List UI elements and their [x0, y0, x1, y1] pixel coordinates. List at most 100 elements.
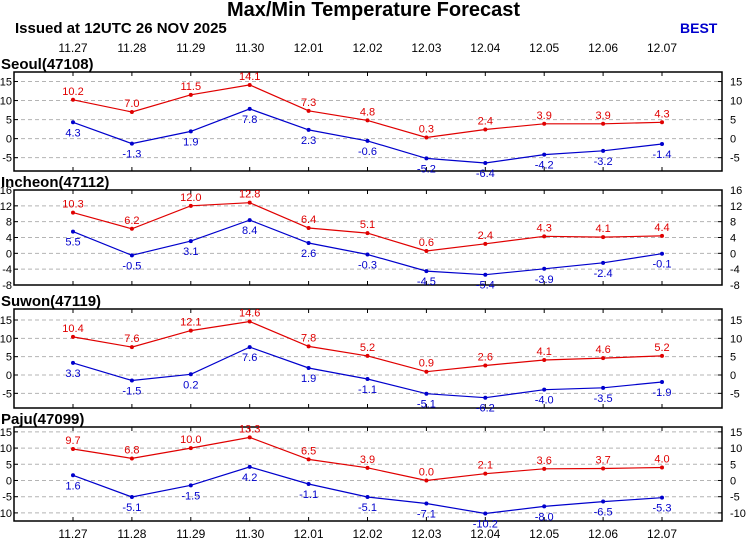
max-temp-label: 2.4: [478, 115, 493, 127]
y-tick-label-right: 4: [730, 233, 736, 245]
date-label-bottom: 12.02: [352, 527, 382, 540]
y-tick-label-right: 5: [730, 115, 736, 127]
max-temp-point: [306, 226, 311, 230]
min-temp-label: -1.1: [358, 384, 377, 396]
y-tick-label-left: -8: [2, 280, 12, 292]
max-temp-point: [247, 82, 252, 87]
y-tick-label-left: 15: [0, 315, 12, 327]
y-tick-label-left: 5: [6, 352, 12, 364]
y-tick-label-left: 0: [6, 370, 12, 382]
min-temp-label: -6.4: [476, 168, 495, 180]
chart-title: Max/Min Temperature Forecast: [226, 0, 521, 21]
max-temp-point: [542, 357, 547, 362]
y-tick-label-right: 12: [730, 201, 742, 213]
y-tick-label-left: -5: [2, 388, 12, 400]
date-label-top: 11.28: [117, 41, 146, 55]
max-temp-point: [542, 121, 547, 126]
max-temp-label: 10.2: [62, 86, 83, 98]
min-temp-label: 5.5: [65, 237, 80, 249]
min-temp-label: 3.3: [65, 368, 80, 380]
max-temp-label: 5.1: [360, 219, 375, 231]
max-temp-label: 0.9: [419, 358, 434, 370]
max-temp-point: [71, 97, 75, 102]
min-temp-label: -5.3: [653, 503, 672, 515]
max-temp-label: 0.3: [419, 123, 434, 135]
y-tick-label-left: 0: [6, 475, 12, 487]
max-temp-point: [129, 226, 134, 231]
max-temp-point: [129, 456, 134, 461]
panel-frame: [13, 308, 723, 409]
issued-timestamp: Issued at 12UTC 26 NOV 2025: [15, 20, 227, 37]
y-tick-label-right: 8: [730, 217, 736, 229]
max-temp-label: 4.0: [654, 454, 669, 466]
min-temp-point: [188, 372, 193, 377]
min-temp-point: [660, 141, 664, 146]
min-temp-label: -3.9: [535, 274, 554, 286]
max-temp-point: [660, 465, 664, 470]
min-temp-point: [601, 499, 606, 504]
min-temp-label: -5.4: [476, 280, 495, 292]
date-label-bottom: 12.03: [411, 527, 441, 540]
min-temp-point: [483, 511, 488, 516]
date-label-top: 12.06: [588, 41, 618, 55]
max-temp-point: [247, 200, 252, 205]
station-label: Incheon(47112): [1, 174, 109, 191]
max-temp-label: 13.3: [239, 423, 260, 435]
min-temp-point: [365, 377, 370, 382]
max-temp-label: 3.9: [360, 454, 375, 466]
min-temp-point: [542, 504, 547, 509]
max-temp-label: 2.6: [478, 351, 493, 363]
min-temp-label: -1.4: [653, 149, 672, 161]
max-temp-point: [71, 334, 75, 339]
min-temp-point: [601, 260, 606, 265]
min-temp-label: -2.4: [594, 268, 613, 280]
max-temp-point: [483, 363, 488, 368]
min-temp-point: [306, 127, 311, 132]
date-label-top: 11.29: [176, 41, 205, 55]
min-temp-point: [660, 495, 664, 500]
min-temp-label: -5.1: [417, 399, 436, 411]
min-temp-point: [483, 395, 488, 400]
min-temp-point: [71, 229, 75, 234]
min-temp-point: [483, 161, 488, 166]
min-temp-label: -1.1: [299, 489, 318, 501]
date-label-bottom: 11.28: [117, 527, 146, 540]
panel-frame: [13, 426, 723, 522]
min-temp-point: [660, 379, 664, 384]
min-temp-label: 1.9: [183, 136, 198, 148]
min-temp-point: [306, 241, 311, 246]
date-label-bottom: 12.06: [588, 527, 618, 540]
min-temp-point: [601, 148, 606, 153]
max-temp-label: 12.8: [239, 189, 260, 201]
y-tick-label-left: 10: [0, 443, 12, 455]
max-temp-label: 3.7: [595, 454, 610, 466]
max-temp-label: 9.7: [65, 435, 80, 447]
y-tick-label-left: 8: [6, 217, 12, 229]
y-tick-label-left: 0: [6, 248, 12, 260]
max-temp-label: 4.3: [537, 222, 552, 234]
max-temp-label: 6.5: [301, 445, 316, 457]
y-tick-label-left: 10: [0, 333, 12, 345]
y-tick-label-left: -10: [0, 508, 12, 520]
y-tick-label-left: 15: [0, 77, 12, 89]
min-temp-point: [129, 141, 134, 146]
max-temp-point: [365, 118, 370, 123]
y-tick-label-right: 16: [730, 185, 742, 197]
min-temp-label: -0.1: [653, 259, 672, 271]
min-temp-point: [542, 266, 547, 271]
min-temp-label: 0.2: [183, 379, 198, 391]
min-temp-label: -0.5: [122, 260, 141, 272]
date-label-top: 12.03: [411, 41, 441, 55]
min-temp-label: 7.6: [242, 352, 257, 364]
y-tick-label-left: 12: [0, 201, 12, 213]
max-temp-label: 7.0: [124, 98, 139, 110]
max-temp-label: 4.1: [595, 223, 610, 235]
max-temp-label: 5.2: [654, 342, 669, 354]
min-temp-point: [424, 501, 429, 506]
panel-frame: [13, 71, 723, 172]
y-tick-label-right: -5: [730, 388, 740, 400]
max-temp-label: 11.5: [181, 81, 202, 93]
max-temp-label: 6.2: [124, 215, 139, 227]
max-temp-point: [483, 471, 488, 476]
